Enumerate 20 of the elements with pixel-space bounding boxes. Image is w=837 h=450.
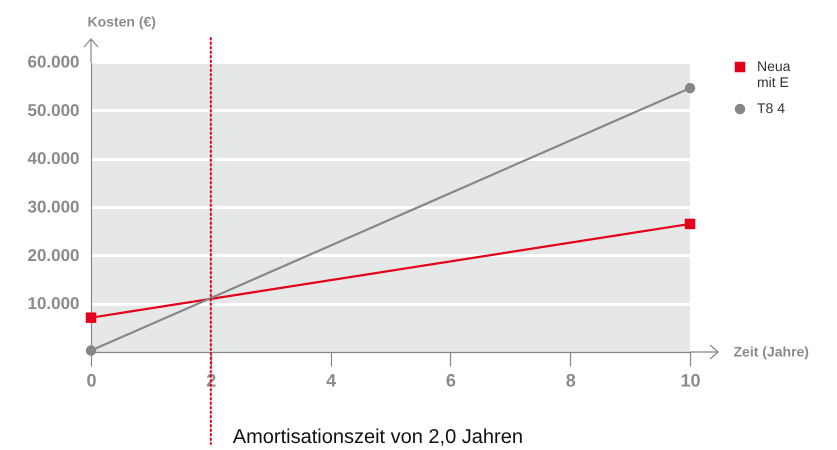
x-tick-label: 0 (86, 370, 97, 390)
y-axis-title: Kosten (€) (88, 14, 156, 30)
x-tick-label: 6 (446, 370, 456, 390)
y-tick-label: 60.000 (28, 52, 80, 72)
y-tick-label: 50.000 (28, 100, 80, 120)
y-tick-label: 20.000 (28, 246, 80, 265)
point (86, 312, 96, 323)
x-tick-label: 8 (566, 370, 576, 390)
legend-label: Neua mit E (757, 58, 791, 90)
x-tick-label: 10 (680, 370, 701, 390)
x-tick-label: 4 (326, 370, 336, 390)
y-tick-label: 10.000 (28, 294, 80, 314)
point (86, 345, 96, 356)
point (684, 82, 696, 94)
x-axis-title: Zeit (Jahre) (734, 344, 809, 360)
legend-label: T8 4 (757, 100, 786, 116)
point (684, 218, 696, 230)
y-tick-label: 30.000 (28, 198, 80, 216)
text: Amortisationszeit von 2,0 Jahren (232, 426, 523, 448)
y-tick-label: 40.000 (28, 149, 80, 168)
